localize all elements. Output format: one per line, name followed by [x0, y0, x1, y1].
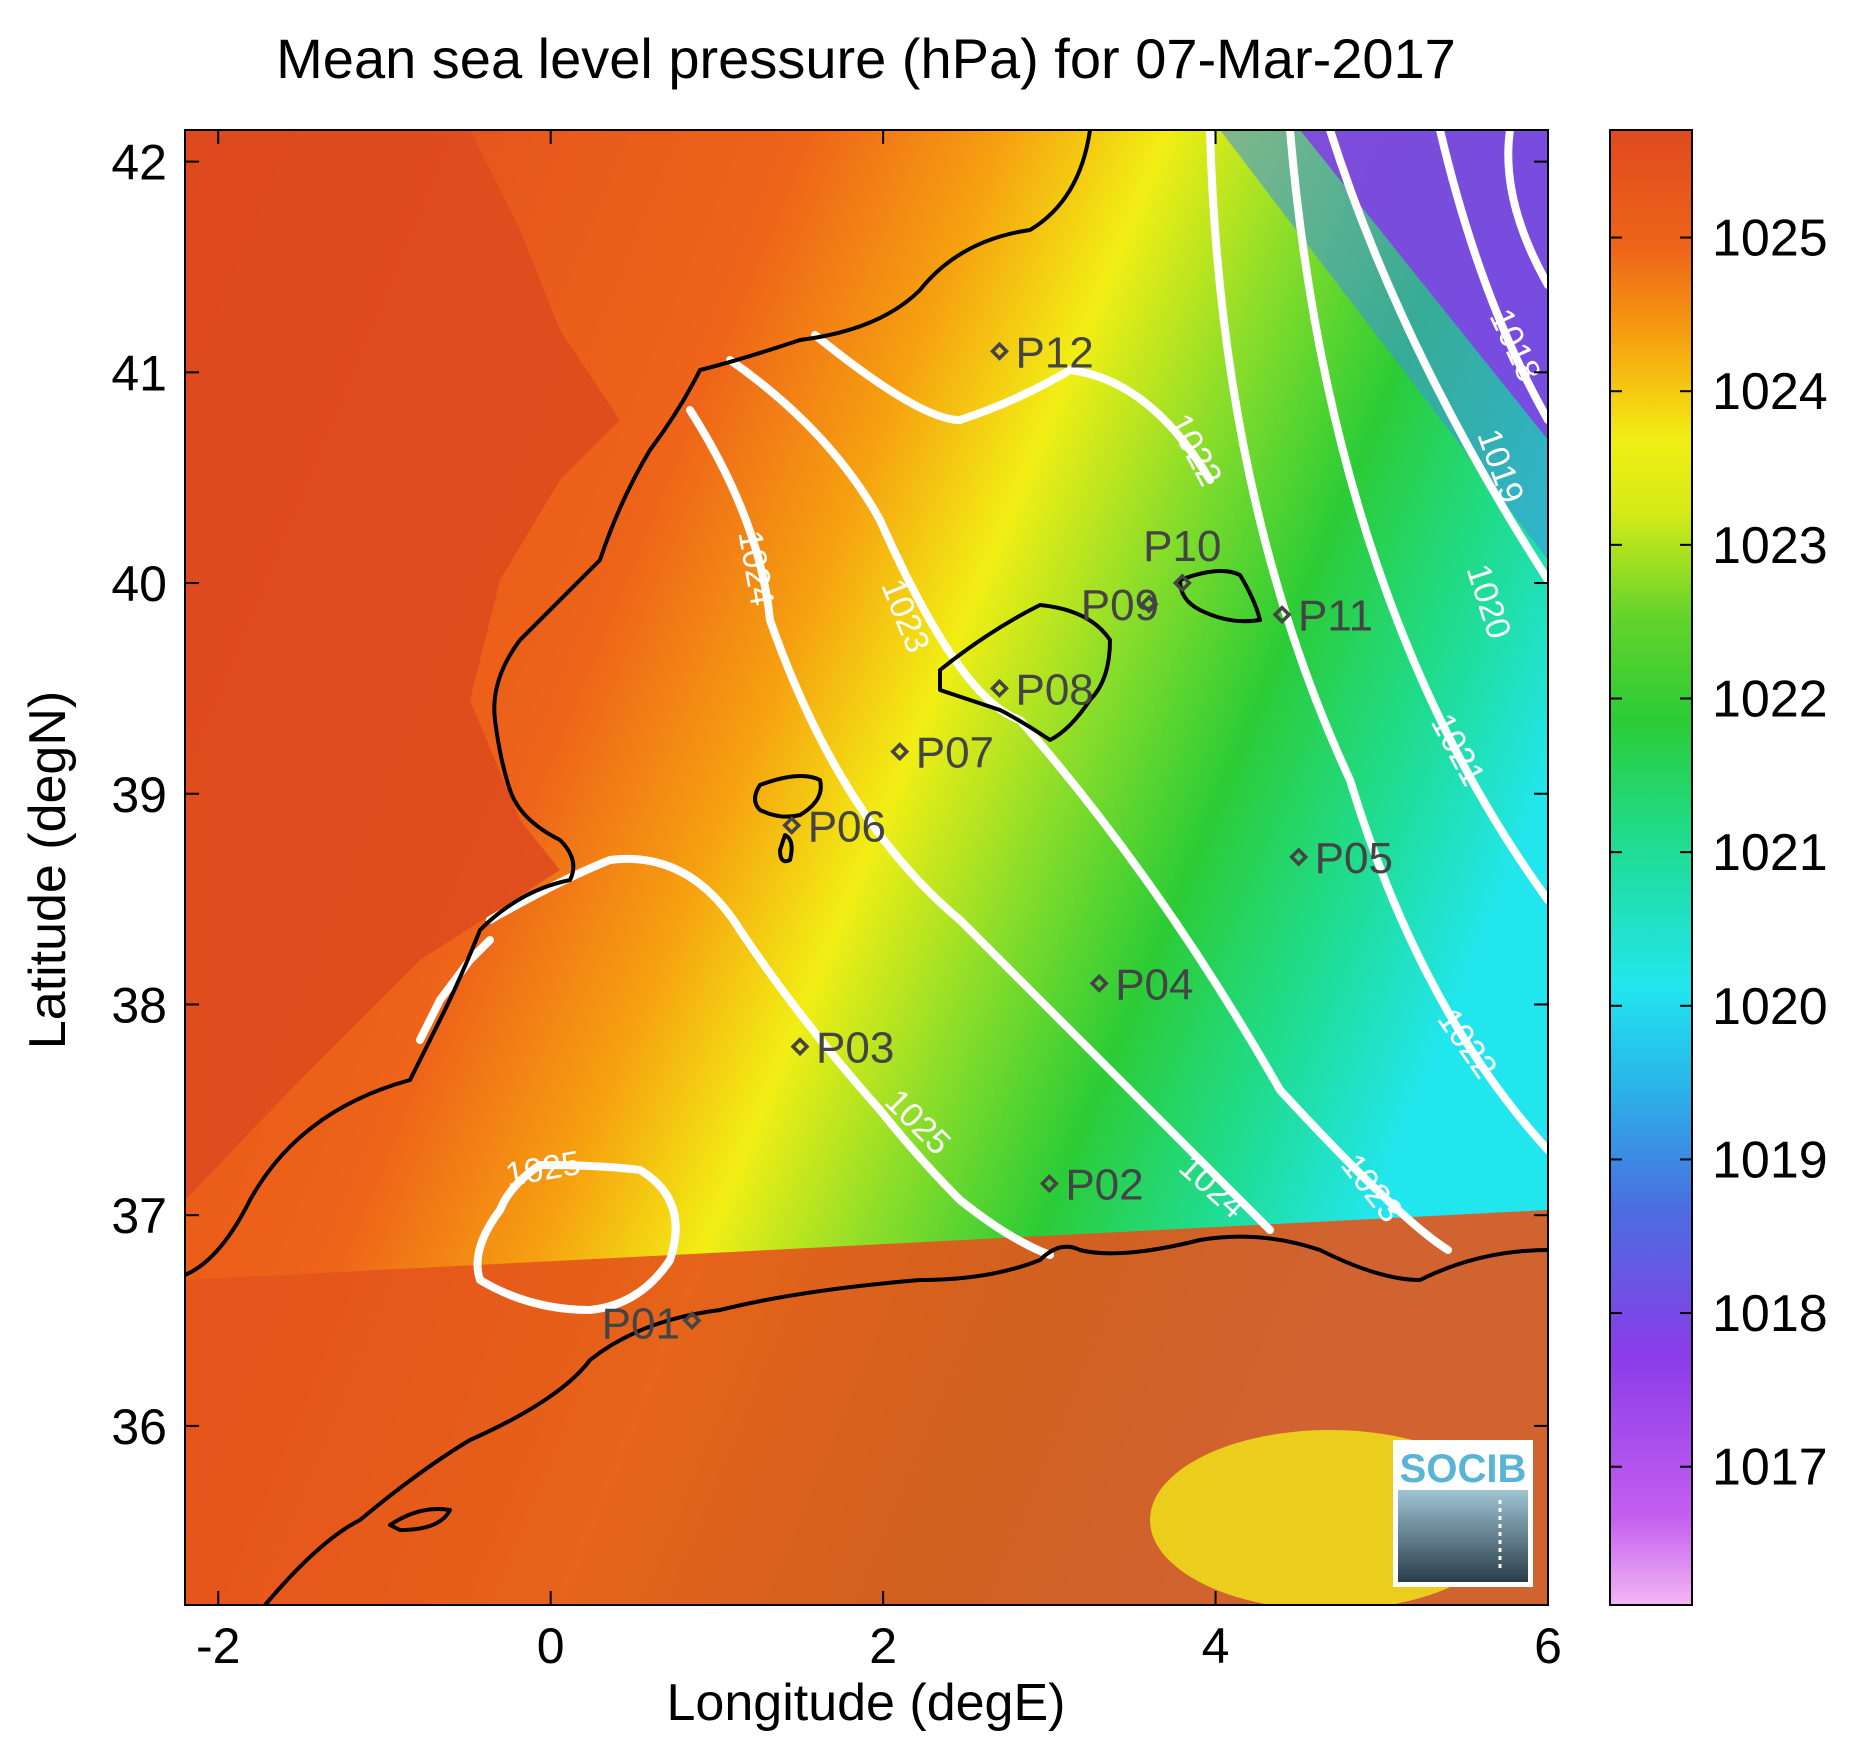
contour-1022b [811, 331, 1214, 484]
x-tick-label-2: 2 [869, 1618, 897, 1674]
alboran-shape [388, 1507, 452, 1532]
contour-1021 [1286, 130, 1548, 904]
iberian-coast [185, 130, 1092, 1277]
station-label-p12: P12 [1015, 328, 1093, 377]
station-marker-p03 [790, 1037, 810, 1057]
formentera-island [778, 833, 794, 864]
map-plot: P01 P02 P03 P04 P05 P06 P07 P08 P09 P10 P11 P12 SOC… [185, 130, 1548, 1605]
x-tick-label-4: 6 [1534, 1618, 1562, 1674]
station-marker-p05 [1289, 847, 1309, 867]
menorca-island [1178, 569, 1262, 624]
cbar-tick-label-8: 1025 [1712, 210, 1828, 268]
mallorca-island [938, 603, 1112, 742]
x-axis-ticks: -2 0 2 4 6 [196, 130, 1562, 1674]
y-tick-label-0: 36 [111, 1399, 167, 1455]
station-marker-p01 [682, 1311, 702, 1331]
station-marker-p07 [890, 742, 910, 762]
station-label-p09: P09 [1081, 581, 1159, 630]
cbar-tick-label-6: 1023 [1712, 517, 1828, 575]
contour-1025-loop [473, 1161, 680, 1314]
station-marker-p10 [1172, 573, 1192, 593]
station-label-p11: P11 [1298, 592, 1373, 641]
cbar-tick-label-7: 1024 [1712, 363, 1828, 421]
contour-1023 [726, 356, 1452, 1254]
contour-1019 [1436, 130, 1548, 424]
cbar-tick-label-0: 1017 [1712, 1439, 1828, 1497]
x-tick-label-0: -2 [196, 1618, 240, 1674]
station-marker-p06 [782, 815, 802, 835]
plot-frame [184, 129, 1549, 1606]
cbar-tick-label-2: 1019 [1712, 1131, 1828, 1189]
colorbar-ticks: 1017 1018 1019 1020 1021 1022 1023 1024 1025 [1610, 210, 1828, 1497]
x-axis-label: Longitude (degE) [667, 1674, 1066, 1732]
y-tick-label-3: 39 [111, 767, 167, 823]
logo-gradient [1398, 1490, 1528, 1582]
y-tick-label-6: 42 [111, 135, 167, 191]
y-tick-label-5: 41 [111, 345, 167, 401]
station-label-p04: P04 [1115, 960, 1193, 1009]
ibiza-island [753, 774, 823, 819]
colorbar: 1017 1018 1019 1020 1021 1022 1023 1024 1025 [1609, 129, 1828, 1606]
logo-text: SOCIB [1400, 1447, 1527, 1491]
cbar-tick-label-4: 1021 [1712, 824, 1828, 882]
x-tick-label-1: 0 [537, 1618, 565, 1674]
iberia-land-shade [185, 130, 620, 1200]
station-marker-p12 [990, 341, 1009, 361]
contour-1025-big [486, 854, 1054, 1259]
cbar-tick-label-1: 1018 [1712, 1285, 1828, 1343]
y-tick-label-1: 37 [111, 1188, 167, 1244]
station-label-p08: P08 [1015, 665, 1093, 714]
x-tick-label-3: 4 [1202, 1618, 1230, 1674]
station-marker-p02 [1039, 1174, 1059, 1194]
station-marker-p08 [990, 678, 1009, 698]
cbar-tick-label-5: 1022 [1712, 670, 1828, 728]
cbar-tick-label-3: 1020 [1712, 978, 1828, 1036]
station-label-p10: P10 [1143, 522, 1221, 571]
contour-1025-coast [416, 936, 494, 1044]
station-label-p06: P06 [808, 802, 886, 851]
station-label-p01: P01 [602, 1300, 680, 1349]
contour-1022a [1206, 130, 1548, 1154]
station-marker-p11 [1272, 605, 1292, 625]
station-label-p02: P02 [1065, 1161, 1143, 1210]
figure-title: Mean sea level pressure (hPa) for 07-Mar… [276, 27, 1456, 90]
african-coast [263, 1234, 1548, 1605]
station-label-p07: P07 [916, 729, 994, 778]
y-axis-label: Latitude (degN) [19, 691, 77, 1049]
contour-1024 [686, 406, 1274, 1234]
y-tick-label-4: 40 [111, 556, 167, 612]
colorbar-gradient [1609, 129, 1693, 1606]
coastlines [185, 130, 1548, 1605]
station-label-p05: P05 [1315, 834, 1393, 883]
y-tick-label-2: 38 [111, 977, 167, 1033]
contour-1020 [1326, 130, 1548, 584]
socib-logo: SOCIB [1393, 1440, 1533, 1587]
station-markers: P01 P02 P03 P04 P05 P06 P07 P08 P09 P10 P11 P12 [602, 328, 1393, 1348]
station-label-p03: P03 [816, 1024, 894, 1073]
contour-1018 [1504, 130, 1548, 289]
station-marker-p04 [1089, 973, 1109, 993]
contour-lines [416, 130, 1548, 1314]
station-marker-p09 [1139, 594, 1159, 614]
y-axis-ticks: 36 37 38 39 40 41 42 [111, 135, 1548, 1455]
